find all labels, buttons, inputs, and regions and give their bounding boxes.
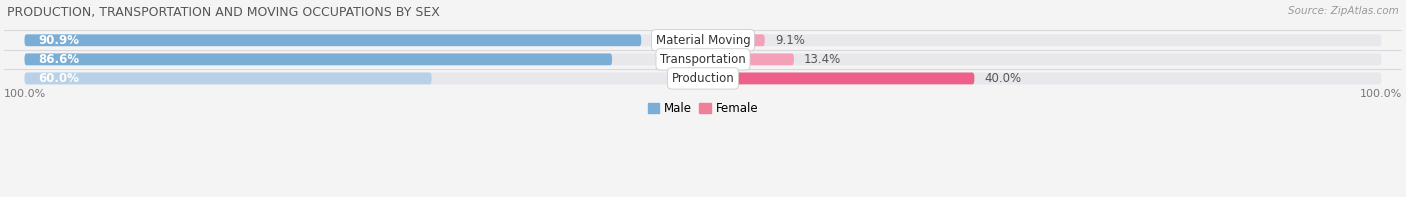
FancyBboxPatch shape bbox=[24, 72, 1382, 84]
FancyBboxPatch shape bbox=[24, 53, 1382, 65]
FancyBboxPatch shape bbox=[24, 72, 432, 84]
FancyBboxPatch shape bbox=[24, 34, 641, 46]
FancyBboxPatch shape bbox=[703, 34, 765, 46]
FancyBboxPatch shape bbox=[703, 53, 794, 65]
Text: Source: ZipAtlas.com: Source: ZipAtlas.com bbox=[1288, 6, 1399, 16]
FancyBboxPatch shape bbox=[703, 72, 974, 84]
Text: 60.0%: 60.0% bbox=[38, 72, 79, 85]
Text: PRODUCTION, TRANSPORTATION AND MOVING OCCUPATIONS BY SEX: PRODUCTION, TRANSPORTATION AND MOVING OC… bbox=[7, 6, 440, 19]
Text: 100.0%: 100.0% bbox=[1360, 89, 1402, 99]
Text: 86.6%: 86.6% bbox=[38, 53, 79, 66]
Text: 40.0%: 40.0% bbox=[984, 72, 1022, 85]
FancyBboxPatch shape bbox=[24, 34, 1382, 46]
FancyBboxPatch shape bbox=[24, 53, 612, 65]
Text: Transportation: Transportation bbox=[661, 53, 745, 66]
Text: Production: Production bbox=[672, 72, 734, 85]
Text: 90.9%: 90.9% bbox=[38, 34, 79, 47]
Text: 100.0%: 100.0% bbox=[4, 89, 46, 99]
Text: Material Moving: Material Moving bbox=[655, 34, 751, 47]
Text: 9.1%: 9.1% bbox=[775, 34, 804, 47]
Legend: Male, Female: Male, Female bbox=[643, 97, 763, 120]
Text: 13.4%: 13.4% bbox=[804, 53, 841, 66]
